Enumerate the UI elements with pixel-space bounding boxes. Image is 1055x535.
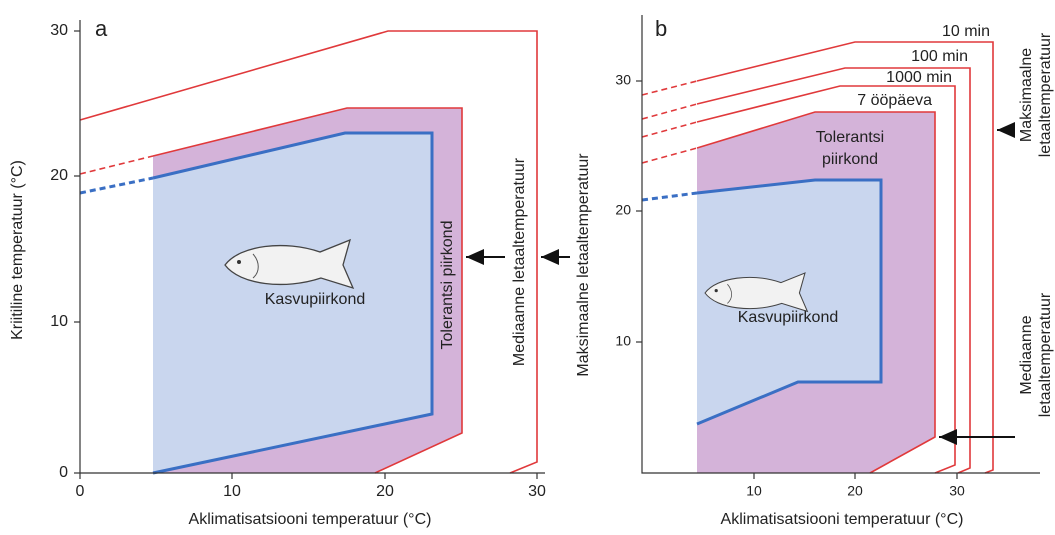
growth-extrapolation (641, 191, 698, 202)
x-axis-label: Aklimatisatsiooni temperatuur (°C) (721, 511, 964, 528)
x-tick-label: 20 (376, 483, 394, 500)
ticks (636, 80, 958, 479)
y-tick-label: 30 (615, 72, 631, 88)
ticks (74, 30, 538, 479)
max-label: letaaltemperatuur (1037, 32, 1054, 157)
x-tick-label: 10 (223, 483, 241, 500)
y-tick-label: 10 (50, 313, 68, 330)
median-label: Mediaanne letaaltemperatuur (511, 157, 528, 366)
x-axis-label: Aklimatisatsiooni temperatuur (°C) (189, 511, 432, 528)
extrapolation (641, 121, 698, 138)
growth-extrapolation (79, 176, 154, 195)
tolerance-label: Tolerantsi piirkond (439, 221, 456, 350)
growth-region (153, 133, 432, 473)
panel-letter: b (655, 16, 667, 41)
growth-line (152, 131, 434, 475)
x-tick-label: 0 (76, 483, 85, 500)
curve-label: 7 ööpäeva (857, 92, 932, 109)
y-tick-label: 20 (615, 202, 631, 218)
panel-letter: a (95, 16, 108, 41)
y-tick-label: 30 (50, 22, 68, 39)
max-line (79, 30, 538, 474)
panel-a: 0 10 20 30 0 10 20 30 Aklimatisatsiooni … (9, 16, 592, 528)
growth-line (696, 178, 883, 426)
curve-label: 1000 min (886, 69, 952, 86)
y-tick-label: 0 (59, 464, 68, 481)
median-line (152, 107, 463, 474)
max-label: Maksimaalne letaaltemperatuur (575, 153, 592, 377)
y-axis-label: Kriitiline temperatuur (°C) (9, 160, 26, 340)
curve-1000min (696, 85, 956, 474)
growth-label: Kasvupiirkond (265, 291, 366, 308)
median-label: Mediaanne (1018, 315, 1035, 394)
curve-label: 10 min (942, 23, 990, 40)
max-label: Maksimaalne (1018, 48, 1035, 142)
curve-100min (696, 67, 971, 474)
curve-7days (696, 111, 936, 474)
x-tick-label: 30 (949, 483, 965, 499)
curve-label: 100 min (911, 48, 968, 65)
y-tick-label: 20 (50, 167, 68, 184)
tolerance-label: Tolerantsi (816, 129, 884, 146)
tolerance-label: piirkond (822, 151, 878, 168)
extrapolation (641, 80, 698, 96)
curve-10min (696, 41, 994, 474)
x-tick-label: 20 (847, 483, 863, 499)
extrapolation (641, 103, 698, 120)
median-label: letaaltemperatuur (1037, 292, 1054, 417)
axes (641, 15, 1040, 474)
extrapolation (641, 147, 698, 164)
y-tick-label: 10 (615, 333, 631, 349)
panel-b: 10 20 30 10 20 30 Aklimatisatsiooni temp… (615, 15, 1054, 528)
x-tick-label: 10 (746, 483, 762, 499)
median-extrapolation (79, 155, 154, 175)
x-tick-label: 30 (528, 483, 546, 500)
growth-label: Kasvupiirkond (738, 309, 839, 326)
